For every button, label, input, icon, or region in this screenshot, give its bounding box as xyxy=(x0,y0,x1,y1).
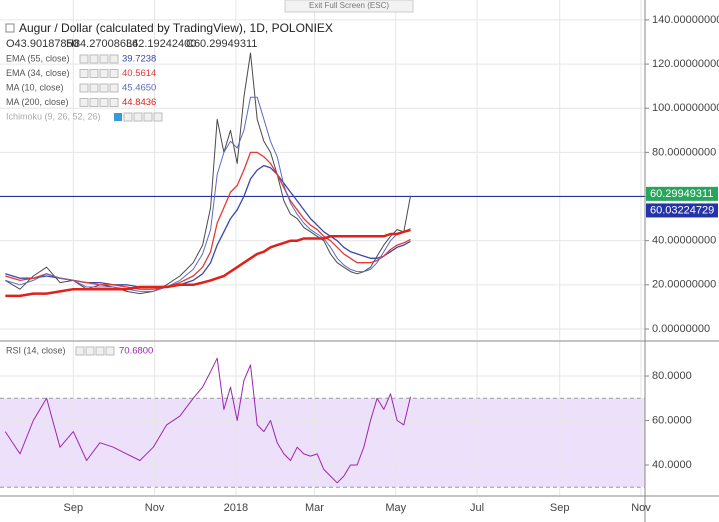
y-tick-label: 20.00000000 xyxy=(652,279,716,291)
legend-icon[interactable] xyxy=(99,98,109,107)
x-tick-label: Sep xyxy=(64,502,84,514)
x-tick-label: Nov xyxy=(145,502,165,514)
legend-icon[interactable] xyxy=(99,69,109,78)
series-line xyxy=(5,96,411,292)
legend-value: 44.8436 xyxy=(122,97,156,108)
legend: Augur / Dollar (calculated by TradingVie… xyxy=(5,21,333,357)
legend-value: 40.5614 xyxy=(122,68,156,79)
y-tick-label: 100.00000000 xyxy=(652,102,719,114)
legend-icon[interactable] xyxy=(89,54,99,64)
series-line xyxy=(5,151,411,290)
visibility-icon[interactable] xyxy=(114,113,122,121)
y-tick-label: 80.0000 xyxy=(652,370,692,382)
ohlc-value: H84.27008636 xyxy=(66,38,138,50)
legend-icon[interactable] xyxy=(123,112,133,122)
legend-icon[interactable] xyxy=(75,346,85,356)
legend-icon[interactable] xyxy=(109,69,119,78)
legend-icon[interactable] xyxy=(109,54,119,64)
x-tick-label: Sep xyxy=(550,502,570,514)
legend-icon[interactable] xyxy=(99,83,109,93)
legend-indicator: Ichimoku (9, 26, 52, 26) xyxy=(6,111,101,121)
legend-icon[interactable] xyxy=(85,346,95,356)
legend-name: MA (200, close) xyxy=(6,97,69,107)
legend-value: 45.4650 xyxy=(122,83,156,94)
series-line xyxy=(4,357,411,484)
grid xyxy=(0,0,645,495)
y-tick-label: 80.00000000 xyxy=(652,146,716,158)
x-tick-label: May xyxy=(385,502,406,514)
y-tick-label: 140.00000000 xyxy=(652,14,719,26)
legend-name: MA (10, close) xyxy=(6,82,64,92)
legend-icon[interactable] xyxy=(153,112,163,122)
ohlc-value: C60.29949311 xyxy=(186,38,257,50)
legend-icon[interactable] xyxy=(79,98,89,107)
legend-value: 70.6800 xyxy=(119,346,153,357)
legend-icon[interactable] xyxy=(89,69,99,78)
chart-title: Augur / Dollar (calculated by TradingVie… xyxy=(19,21,333,35)
legend-value: 39.7238 xyxy=(122,54,156,65)
series-line xyxy=(5,52,411,295)
x-tick-label: Nov xyxy=(631,502,651,514)
ohlc-value: L42.19242400 xyxy=(126,38,196,50)
plot xyxy=(0,52,645,484)
y-tick-label: 120.00000000 xyxy=(652,58,719,70)
last-price-label: 60.29949311 xyxy=(650,188,713,200)
x-tick-label: 2018 xyxy=(224,502,248,514)
legend-name: EMA (34, close) xyxy=(6,68,70,78)
legend-icon[interactable] xyxy=(79,83,89,93)
price-line-tag xyxy=(646,203,718,218)
legend-name: EMA (55, close) xyxy=(6,53,70,63)
exit-fullscreen-label[interactable]: Exit Full Screen (ESC) xyxy=(309,1,389,10)
y-tick-label: 40.00000000 xyxy=(652,235,716,247)
series-line xyxy=(5,164,411,288)
x-tick-label: Jul xyxy=(470,502,484,514)
ohlc-value: O43.90187850 xyxy=(6,38,79,50)
y-tick-label: 0.00000000 xyxy=(652,323,710,335)
legend-icon[interactable] xyxy=(99,54,109,64)
y-tick-label: 60.0000 xyxy=(652,414,692,426)
legend-icon[interactable] xyxy=(89,98,99,107)
rsi-band xyxy=(0,398,645,488)
legend-icon[interactable] xyxy=(143,112,153,122)
y-tick-label: 40.0000 xyxy=(652,459,692,471)
legend-icon[interactable] xyxy=(79,54,89,64)
legend-icon[interactable] xyxy=(109,83,119,93)
last-price-tag xyxy=(646,186,718,201)
legend-icon[interactable] xyxy=(89,83,99,93)
legend-icon[interactable] xyxy=(133,112,143,122)
exit-fullscreen-button[interactable] xyxy=(284,0,414,13)
x-tick-label: Mar xyxy=(305,502,324,514)
series-line xyxy=(5,228,411,298)
legend-icon[interactable] xyxy=(109,98,119,107)
price-line-label: 60.03224729 xyxy=(650,204,714,216)
legend-icon[interactable] xyxy=(79,69,89,78)
collapse-icon[interactable] xyxy=(5,23,15,33)
legend-icon[interactable] xyxy=(105,346,115,356)
legend-icon[interactable] xyxy=(95,346,105,356)
legend-name: RSI (14, close) xyxy=(6,345,66,355)
